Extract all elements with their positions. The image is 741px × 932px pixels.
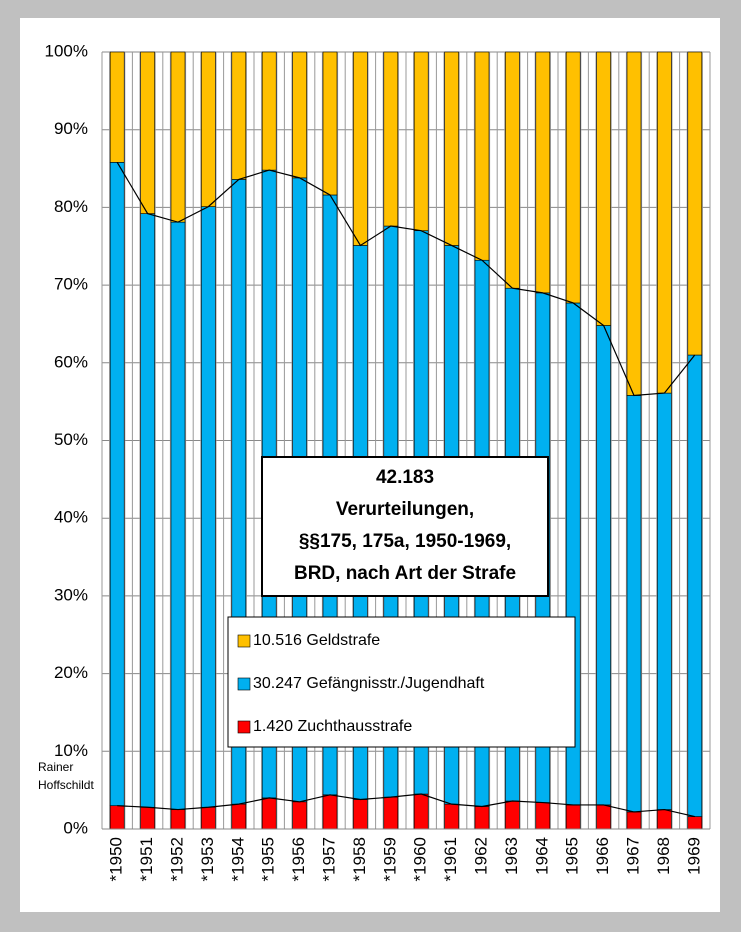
bar-segment xyxy=(596,804,611,830)
legend-box xyxy=(227,616,576,748)
y-tick-label: 50% xyxy=(54,430,88,449)
series-line xyxy=(117,793,695,818)
y-tick-label: 40% xyxy=(54,508,88,527)
bar-segment xyxy=(687,354,703,817)
y-tick-label: 80% xyxy=(54,197,88,216)
bar-segment xyxy=(626,51,642,396)
legend-swatch xyxy=(237,677,251,691)
bar-segment xyxy=(626,395,642,813)
bar-segment xyxy=(170,809,186,830)
bar-segment xyxy=(657,392,672,810)
bar-segment xyxy=(687,816,703,830)
x-tick-label: *1957 xyxy=(319,837,338,881)
x-tick-label: *1954 xyxy=(228,837,247,881)
bar-segment xyxy=(322,794,338,830)
chart-title: BRD, nach Art der Strafe xyxy=(294,563,516,584)
bar-segment xyxy=(505,51,520,289)
x-tick-label: *1961 xyxy=(441,837,460,881)
bar-segment xyxy=(535,802,551,830)
y-tick-label: 70% xyxy=(54,275,88,294)
bar-segment xyxy=(109,51,125,163)
bar-segment xyxy=(596,51,611,326)
title-box xyxy=(261,456,549,597)
bar-segment xyxy=(353,51,368,246)
bar-segment xyxy=(231,803,247,830)
chart-title: Verurteilungen, xyxy=(336,499,474,520)
x-tick-label: 1968 xyxy=(654,837,673,875)
y-tick-label: 90% xyxy=(54,119,88,138)
bar-segment xyxy=(201,206,216,808)
legend-label: 1.420 Zuchthausstrafe xyxy=(253,718,412,735)
bar-segment xyxy=(565,804,581,830)
x-tick-label: *1951 xyxy=(137,837,156,881)
bar-segment xyxy=(201,806,216,830)
bar-segment xyxy=(201,51,216,207)
x-tick-label: *1952 xyxy=(167,837,186,881)
x-tick-label: 1965 xyxy=(563,837,582,875)
x-tick-label: *1950 xyxy=(107,837,126,881)
bar-segment xyxy=(261,797,277,830)
legend-label: 30.247 Gefängnisstr./Jugendhaft xyxy=(253,675,485,692)
legend-swatch xyxy=(237,634,251,648)
bar-segment xyxy=(535,51,551,294)
bar-segment xyxy=(109,805,125,830)
bar-segment xyxy=(626,811,642,830)
bar-segment xyxy=(565,51,581,304)
x-tick-label: 1966 xyxy=(593,837,612,875)
bar-segment xyxy=(170,51,186,223)
bar-segment xyxy=(109,162,125,806)
bar-segment xyxy=(292,801,307,830)
bar-segment xyxy=(231,51,247,180)
bar-segment xyxy=(170,221,186,810)
legend-swatch xyxy=(237,720,251,734)
x-tick-label: 1964 xyxy=(532,837,551,875)
bar-segment xyxy=(383,51,399,227)
x-tick-label: *1956 xyxy=(289,837,308,881)
x-tick-label: 1962 xyxy=(471,837,490,875)
y-tick-label: 30% xyxy=(54,585,88,604)
bar-segment xyxy=(444,803,459,830)
y-tick-label: 20% xyxy=(54,663,88,682)
bar-segment xyxy=(292,51,307,179)
bar-segment xyxy=(596,325,611,806)
x-tick-label: *1955 xyxy=(259,837,278,881)
bar-segment xyxy=(505,800,520,830)
bar-segment xyxy=(687,51,703,356)
bar-segment xyxy=(353,799,368,830)
bar-segment xyxy=(444,51,459,246)
y-tick-label: 0% xyxy=(63,818,88,837)
bar-segment xyxy=(413,51,429,232)
credit: Rainer xyxy=(38,760,73,774)
bar-segment xyxy=(383,796,399,830)
bar-segment xyxy=(140,806,155,830)
bar-segment xyxy=(140,213,155,808)
x-tick-label: *1960 xyxy=(411,837,430,881)
bar-segment xyxy=(140,51,155,214)
x-tick-label: *1959 xyxy=(380,837,399,881)
chart-title: 42.183 xyxy=(376,467,434,488)
series-line xyxy=(116,162,696,397)
x-tick-label: *1958 xyxy=(350,837,369,881)
chart-title: §§175, 175a, 1950-1969, xyxy=(299,531,511,552)
bar-segment xyxy=(474,806,490,830)
y-tick-label: 60% xyxy=(54,352,88,371)
y-tick-label: 10% xyxy=(54,741,88,760)
bar-segment xyxy=(474,51,490,261)
x-tick-label: 1967 xyxy=(623,837,642,875)
bar-segment xyxy=(261,51,277,171)
x-tick-label: 1969 xyxy=(684,837,703,875)
legend-label: 10.516 Geldstrafe xyxy=(253,632,380,649)
bar-segment xyxy=(322,51,338,196)
bar-segment xyxy=(413,793,429,830)
x-tick-label: 1963 xyxy=(502,837,521,875)
x-tick-label: *1953 xyxy=(198,837,217,881)
credit: Hoffschildt xyxy=(38,778,94,792)
bar-segment xyxy=(657,809,672,830)
bar-segment xyxy=(657,51,672,394)
y-tick-label: 100% xyxy=(45,41,88,60)
